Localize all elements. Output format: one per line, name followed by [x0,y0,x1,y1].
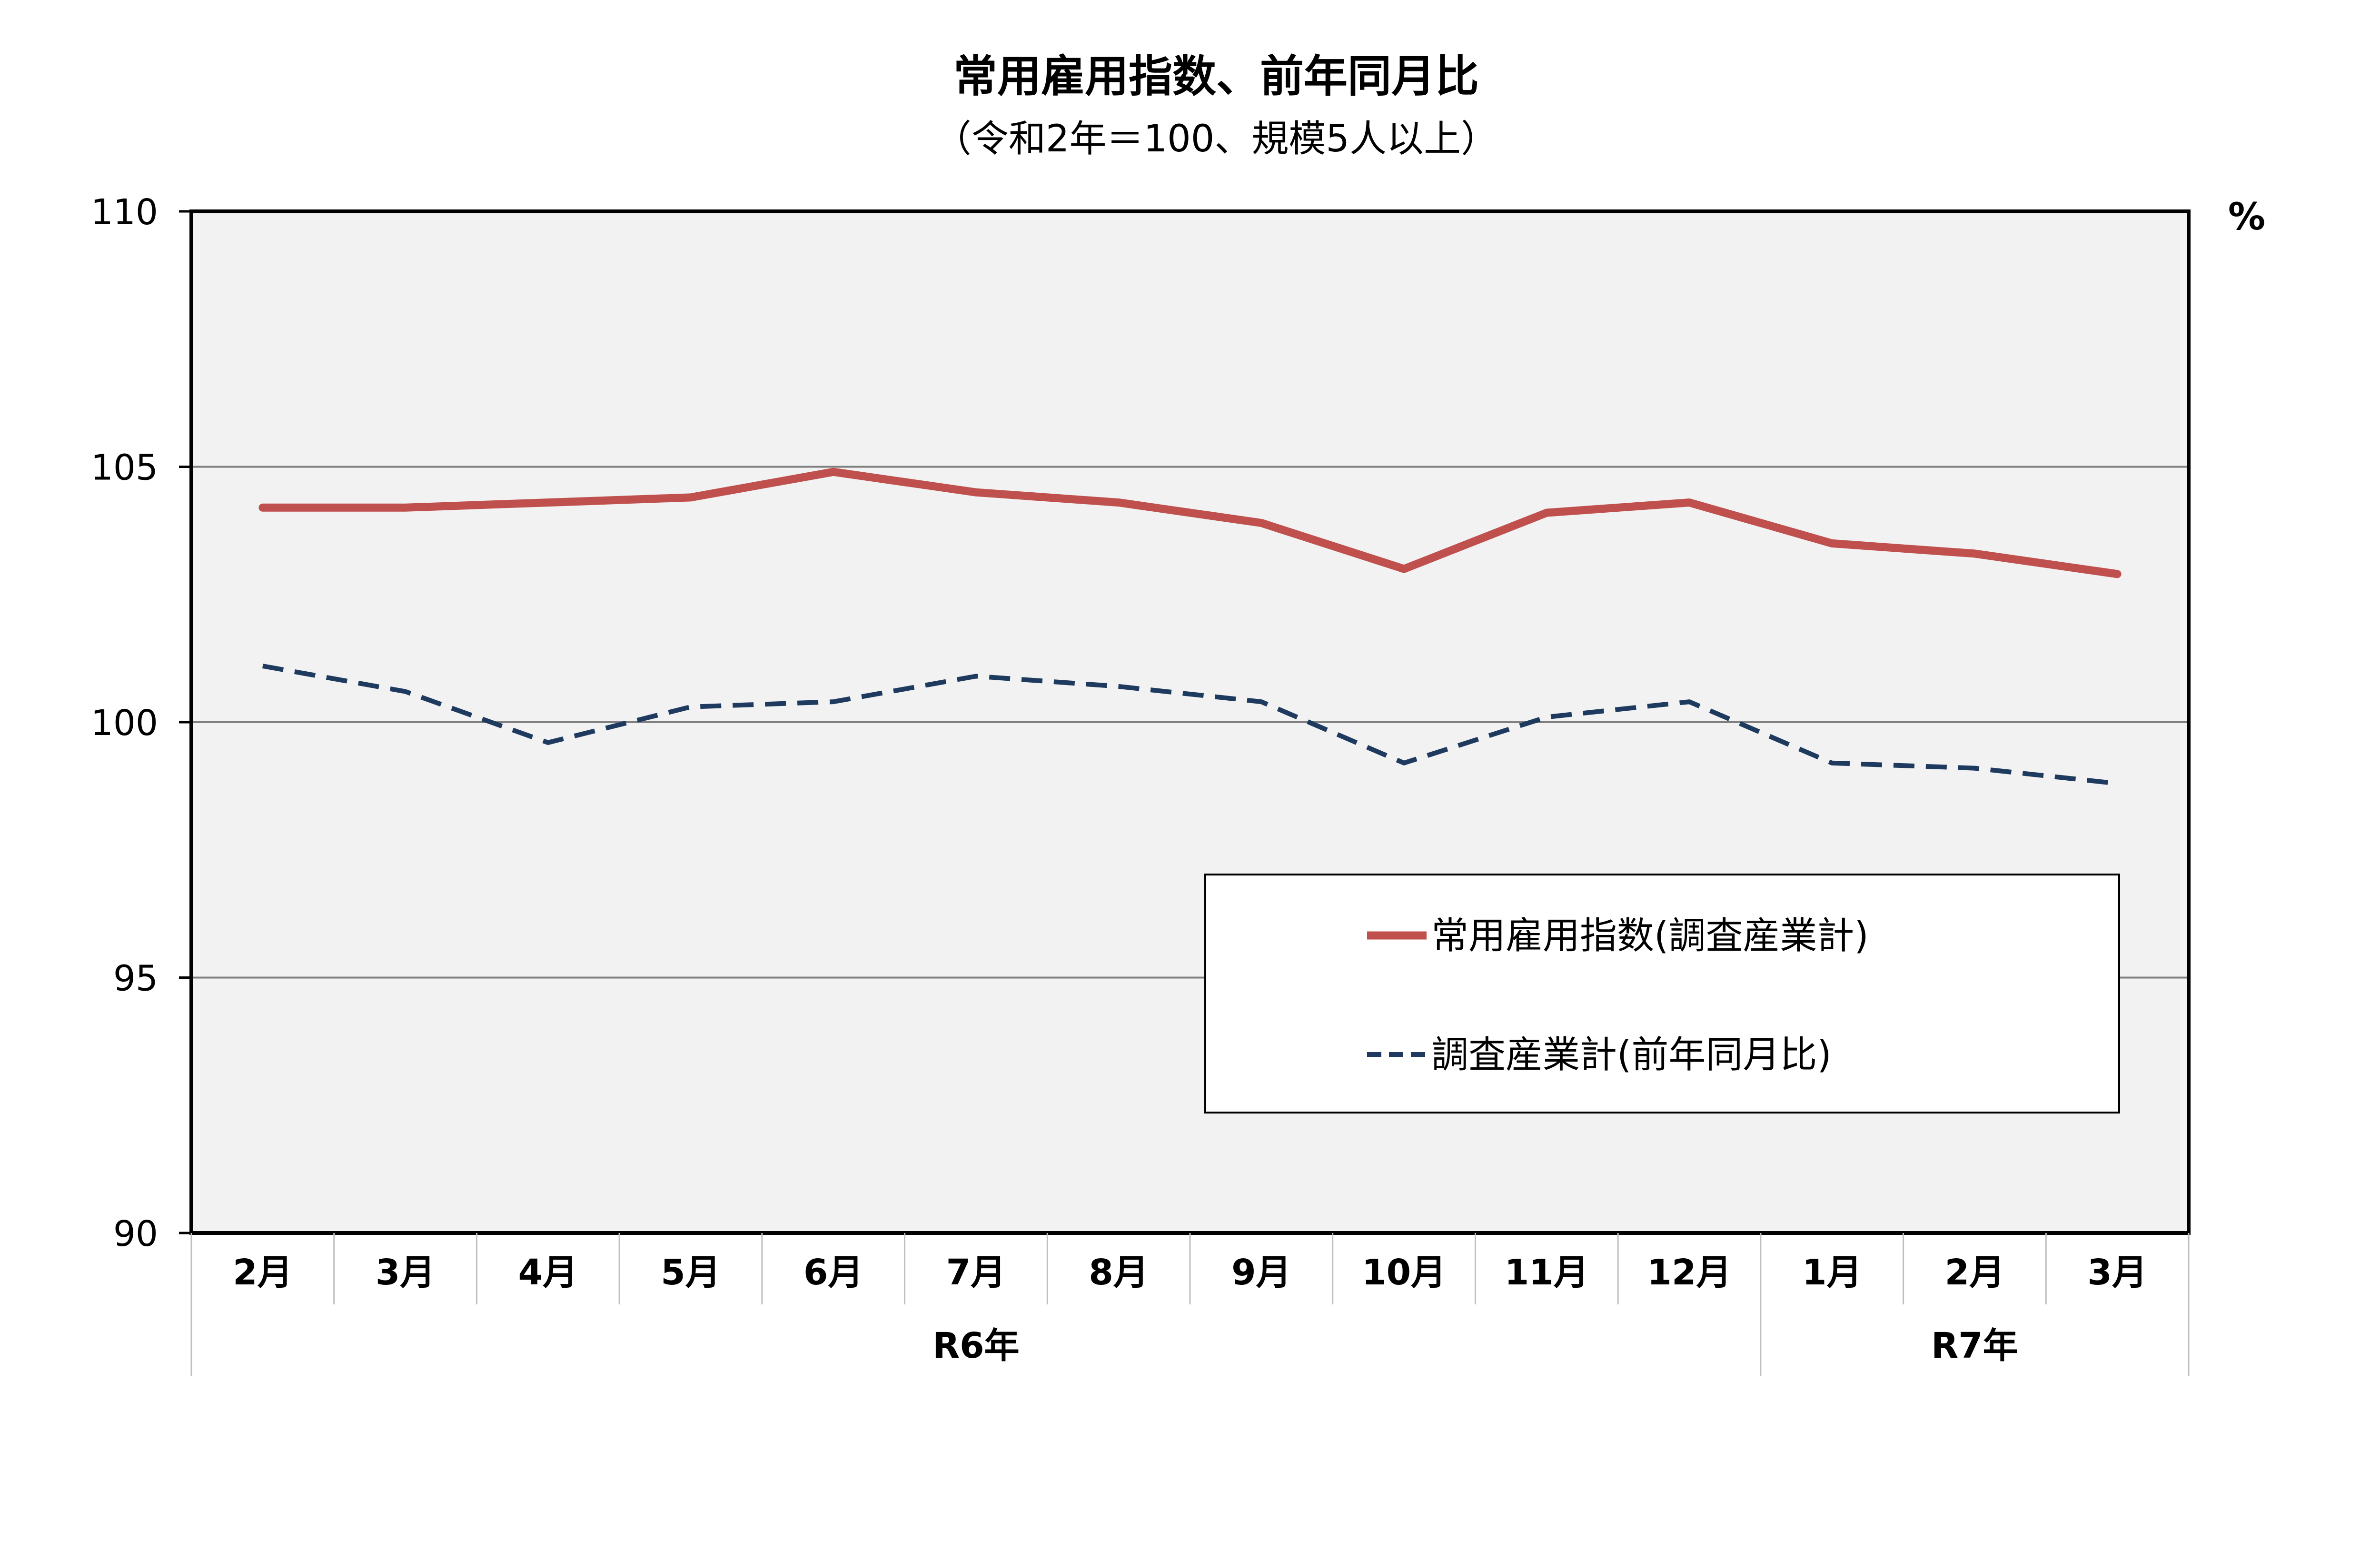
plot-area: 90 95 100 105 110 2月 3月 4月 5月 6月 7月 8月 9月 10月 11月 12月 1月… [91,192,2189,1376]
x-tick-label: 4月 [518,1252,578,1293]
y-tick-label: 105 [91,447,158,488]
x-tick-label: 12月 [1647,1252,1732,1293]
x-tick-label: 11月 [1505,1252,1589,1293]
y-tick-label: 95 [113,958,158,999]
y-tick-label: 90 [113,1213,158,1254]
legend-label-2: 調査産業計(前年同月比) [1431,1034,1832,1076]
x-tick-label: 8月 [1089,1252,1149,1293]
x-tick-label: 2月 [1945,1252,2005,1293]
x-tick-label: 2月 [233,1252,293,1293]
x-tick-label: 9月 [1231,1252,1291,1293]
y-tick-label: 110 [91,192,158,233]
x-tick-label: 10月 [1362,1252,1446,1293]
x-tick-label: 3月 [376,1252,436,1293]
x-tick-label: 5月 [661,1252,721,1293]
year-group-label: R7年 [1931,1325,2018,1366]
legend-label-1: 常用雇用指数(調査産業計) [1431,915,1869,957]
chart-title: 常用雇用指数、前年同月比 [953,51,1479,102]
legend-box [1205,875,2119,1113]
year-group-label: R6年 [932,1325,1019,1366]
unit-label: % [2228,196,2265,239]
x-tick-label: 6月 [803,1252,863,1293]
x-tick-label: 1月 [1802,1252,1862,1293]
y-tick-label: 100 [91,703,158,744]
x-tick-label: 7月 [946,1252,1006,1293]
chart-subtitle: （令和2年＝100、規模5人以上） [934,118,1498,160]
x-tick-label: 3月 [2087,1252,2147,1293]
